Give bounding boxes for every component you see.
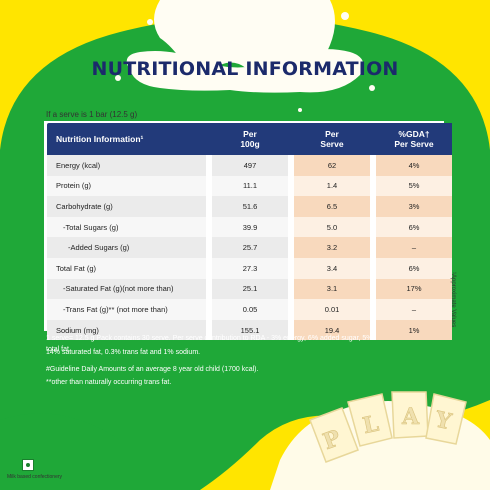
cell-gda: – <box>376 237 452 258</box>
header-per-100g-line2: 100g <box>240 139 260 149</box>
header-per-100g-line1: Per <box>243 129 257 139</box>
header-gda-per-serve: %GDA† Per Serve <box>376 123 452 155</box>
row-label: -Total Sugars (g) <box>47 216 206 238</box>
footnote-gda: #Guideline Daily Amounts of an average 8… <box>46 366 259 373</box>
table-row: -Added Sugars (g) 25.7 3.2 – <box>47 237 452 258</box>
serve-note: If a serve is 1 bar (12.5 g) <box>46 110 138 119</box>
cell-per-100g: 25.1 <box>212 278 288 300</box>
veg-symbol-icon <box>22 459 34 471</box>
svg-text:A: A <box>401 404 420 430</box>
table-header-row: Nutrition Information¹ Per 100g Per Serv… <box>47 123 452 155</box>
cell-per-100g: 155.1 <box>212 319 288 341</box>
svg-text:Y: Y <box>432 406 454 435</box>
cell-gda: – <box>376 299 452 320</box>
table-row: -Saturated Fat (g)(not more than) 25.1 3… <box>47 278 452 300</box>
table-row: Carbohydrate (g) 51.6 6.5 3% <box>47 196 452 217</box>
cell-per-100g: 497 <box>212 155 288 176</box>
table-row: Total Fat (g) 27.3 3.4 6% <box>47 257 452 279</box>
chocolate-bar-illustration: P L A Y <box>309 391 467 463</box>
cell-per-serve: 3.1 <box>294 278 370 300</box>
row-label: Sodium (mg) <box>47 319 206 341</box>
row-label: Protein (g) <box>47 175 206 197</box>
cell-per-100g: 25.7 <box>212 237 288 258</box>
table-row: -Trans Fat (g)** (not more than) 0.05 0.… <box>47 299 452 320</box>
header-per-serve: Per Serve <box>294 123 370 155</box>
footnote-serve-line2: 14% saturated fat, 0.3% trans fat and 1%… <box>46 349 201 356</box>
cell-gda: 3% <box>376 196 452 217</box>
row-label: Energy (kcal) <box>47 155 206 176</box>
row-label: Carbohydrate (g) <box>47 196 206 217</box>
cell-per-100g: 39.9 <box>212 216 288 238</box>
row-label: Total Fat (g) <box>47 257 206 279</box>
cell-per-serve: 0.01 <box>294 299 370 320</box>
cell-per-100g: 11.1 <box>212 175 288 197</box>
header-nutrition-information: Nutrition Information¹ <box>47 123 206 155</box>
cell-per-serve: 19.4 <box>294 319 370 341</box>
footnote-serve-line1: 1 serve= 12.5 g Pack contains 30 serve. … <box>46 335 373 353</box>
header-per-serve-line2: Serve <box>320 139 344 149</box>
header-per-100g: Per 100g <box>212 123 288 155</box>
approximate-values-note: ¹Approximate Values <box>450 272 456 328</box>
row-label: -Saturated Fat (g)(not more than) <box>47 278 206 300</box>
cell-per-100g: 51.6 <box>212 196 288 217</box>
cell-gda: 5% <box>376 175 452 197</box>
cell-per-100g: 0.05 <box>212 299 288 320</box>
cell-gda: 6% <box>376 257 452 279</box>
table-row: Sodium (mg) 155.1 19.4 1% <box>47 319 452 341</box>
cell-gda: 17% <box>376 278 452 300</box>
cell-per-serve: 3.4 <box>294 257 370 279</box>
page-title: NUTRITIONAL INFORMATION <box>91 58 399 80</box>
header-per-serve-line1: Per <box>325 129 339 139</box>
table-row: Protein (g) 11.1 1.4 5% <box>47 175 452 197</box>
product-type-label: Milk based confectionery <box>7 474 63 480</box>
footnote-trans-fat: **other than naturally occurring trans f… <box>46 379 172 386</box>
cell-gda: 1% <box>376 319 452 341</box>
cell-per-100g: 27.3 <box>212 257 288 279</box>
table-row: -Total Sugars (g) 39.9 5.0 6% <box>47 216 452 238</box>
cell-per-serve: 5.0 <box>294 216 370 238</box>
cell-per-serve: 62 <box>294 155 370 176</box>
cell-per-serve: 6.5 <box>294 196 370 217</box>
table-row: Energy (kcal) 497 62 4% <box>47 155 452 176</box>
cell-per-serve: 3.2 <box>294 237 370 258</box>
header-gda-line1: %GDA† <box>398 129 430 139</box>
cell-per-serve: 1.4 <box>294 175 370 197</box>
header-gda-line2: Per Serve <box>394 139 434 149</box>
svg-text:L: L <box>361 411 382 440</box>
row-label: -Trans Fat (g)** (not more than) <box>47 299 206 320</box>
row-label: -Added Sugars (g) <box>47 237 206 258</box>
cell-gda: 6% <box>376 216 452 238</box>
nutrition-table: Nutrition Information¹ Per 100g Per Serv… <box>47 123 452 341</box>
cell-gda: 4% <box>376 155 452 176</box>
